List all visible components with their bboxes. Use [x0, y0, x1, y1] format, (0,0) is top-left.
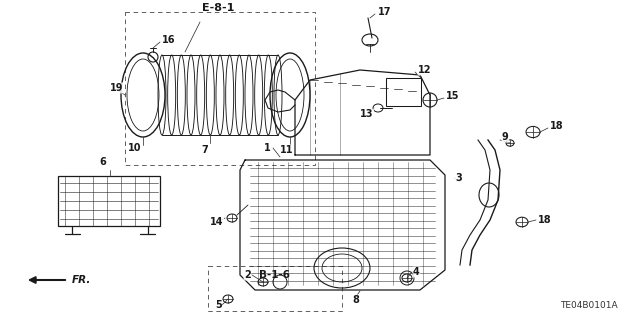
Text: FR.: FR.: [72, 275, 92, 285]
Text: 1: 1: [264, 143, 271, 153]
Text: B-1-6: B-1-6: [259, 270, 291, 280]
Text: 8: 8: [352, 295, 359, 305]
Bar: [58, 176, 160, 226]
Text: 12: 12: [418, 65, 431, 75]
Text: 16: 16: [162, 35, 175, 45]
Text: 3: 3: [455, 173, 461, 183]
Text: 7: 7: [202, 145, 209, 155]
Text: 18: 18: [538, 215, 552, 225]
Text: 13: 13: [360, 109, 374, 119]
Bar: [386, 78, 421, 106]
Text: TE04B0101A: TE04B0101A: [561, 301, 618, 310]
Text: 2: 2: [244, 270, 251, 280]
Text: E-8-1: E-8-1: [202, 3, 234, 13]
Text: 18: 18: [550, 121, 564, 131]
Text: 5: 5: [215, 300, 221, 310]
Bar: [208, 266, 342, 311]
Text: 10: 10: [128, 143, 141, 153]
Text: 19: 19: [110, 83, 124, 93]
Text: 9: 9: [502, 132, 509, 142]
Text: 15: 15: [446, 91, 460, 101]
Text: 6: 6: [100, 157, 106, 167]
Text: 4: 4: [413, 267, 420, 277]
Text: 14: 14: [210, 217, 223, 227]
Bar: [125, 12, 315, 165]
Text: 17: 17: [378, 7, 392, 17]
Text: 11: 11: [280, 145, 294, 155]
